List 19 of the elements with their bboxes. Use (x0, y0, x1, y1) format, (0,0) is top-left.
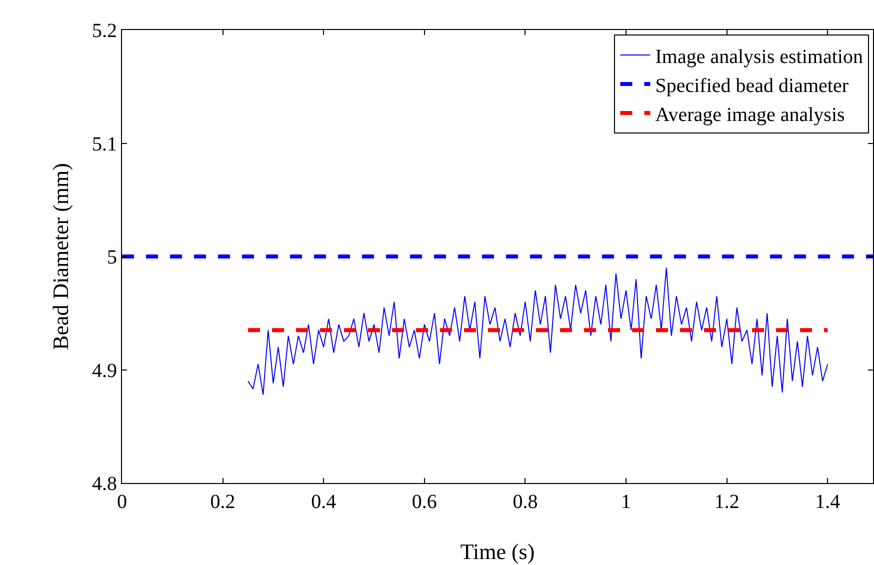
x-tick-label: 0 (117, 491, 127, 513)
legend-label: Specified bead diameter (655, 74, 849, 97)
x-tick-label: 1.2 (714, 491, 740, 513)
x-tick-label: 0.8 (512, 491, 538, 513)
x-tick-label: 1 (621, 491, 632, 513)
x-tick-label: 0.2 (210, 491, 236, 513)
y-tick-label: 5 (107, 246, 117, 268)
y-tick-label: 4.8 (92, 473, 117, 495)
y-tick-label: 5.2 (92, 20, 117, 42)
x-tick-label: 1.4 (815, 491, 840, 513)
line-series (248, 267, 828, 396)
x-tick-label: 0.6 (412, 491, 437, 513)
y-tick-label: 4.9 (92, 360, 117, 382)
y-tick-label: 5.1 (92, 133, 117, 156)
y-axis-title: Bead Diameter (mm) (48, 163, 73, 350)
x-axis-title: Time (s) (460, 539, 535, 564)
x-tick-label: 0.4 (311, 491, 336, 513)
legend-label: Average image analysis (655, 104, 846, 126)
legend-label: Image analysis estimation (655, 46, 863, 68)
